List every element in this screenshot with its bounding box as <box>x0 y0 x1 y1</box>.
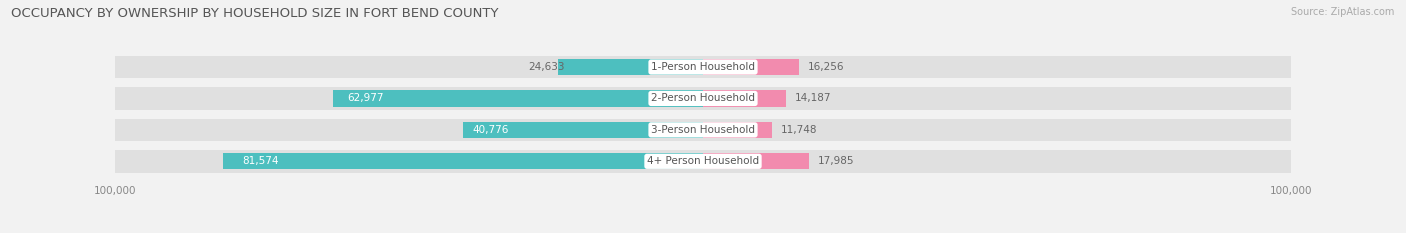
Bar <box>703 56 1291 78</box>
Bar <box>115 119 703 141</box>
Text: 11,748: 11,748 <box>780 125 817 135</box>
Bar <box>558 59 703 75</box>
Text: 16,256: 16,256 <box>807 62 844 72</box>
Bar <box>703 87 1291 110</box>
Text: 24,633: 24,633 <box>529 62 565 72</box>
Bar <box>224 153 703 169</box>
Bar <box>115 56 703 78</box>
Text: 3-Person Household: 3-Person Household <box>651 125 755 135</box>
Bar <box>333 90 703 107</box>
Bar <box>703 153 808 169</box>
Bar <box>463 122 703 138</box>
Text: 81,574: 81,574 <box>243 156 278 166</box>
Bar <box>703 150 1291 173</box>
Text: 17,985: 17,985 <box>817 156 853 166</box>
Bar <box>115 87 703 110</box>
Bar <box>703 90 786 107</box>
Text: 4+ Person Household: 4+ Person Household <box>647 156 759 166</box>
Text: Source: ZipAtlas.com: Source: ZipAtlas.com <box>1291 7 1395 17</box>
Text: 1-Person Household: 1-Person Household <box>651 62 755 72</box>
Bar <box>703 122 772 138</box>
Bar <box>703 59 799 75</box>
Bar <box>703 119 1291 141</box>
Bar <box>115 150 703 173</box>
Text: 14,187: 14,187 <box>796 93 832 103</box>
Text: 40,776: 40,776 <box>472 125 509 135</box>
Text: 2-Person Household: 2-Person Household <box>651 93 755 103</box>
Text: 62,977: 62,977 <box>347 93 384 103</box>
Text: OCCUPANCY BY OWNERSHIP BY HOUSEHOLD SIZE IN FORT BEND COUNTY: OCCUPANCY BY OWNERSHIP BY HOUSEHOLD SIZE… <box>11 7 499 20</box>
